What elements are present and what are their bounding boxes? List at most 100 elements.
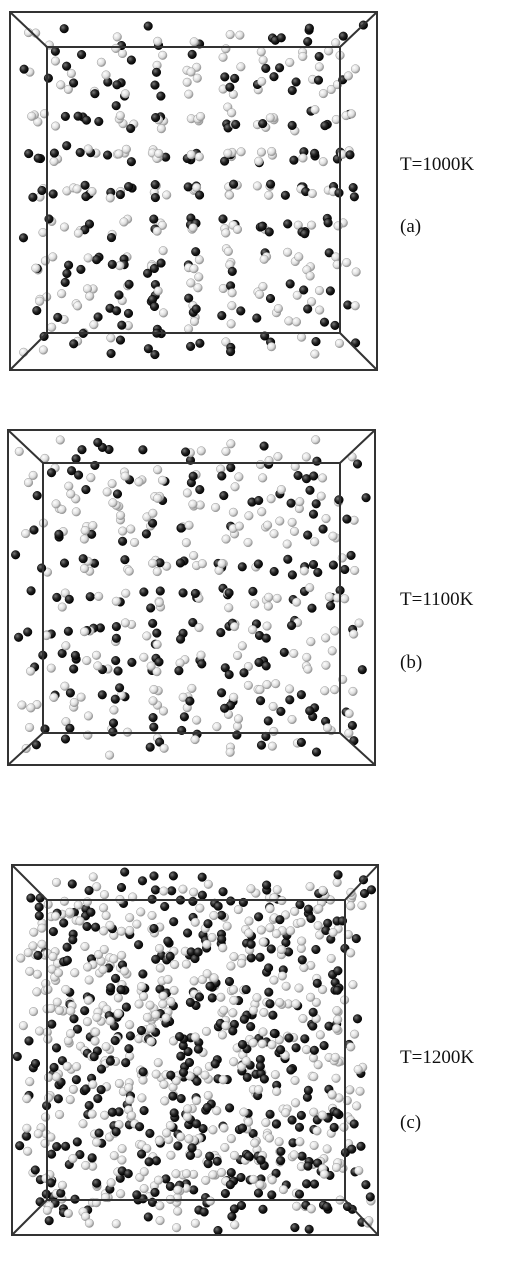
atom [49,190,58,199]
atom [77,50,86,59]
atom [60,24,69,33]
atom [121,472,130,481]
box-edge [340,12,377,47]
atom [102,71,111,80]
atom [290,649,299,658]
atom [256,696,265,705]
atom [214,1226,223,1235]
atom [149,713,158,722]
atom [245,512,254,521]
atom [352,934,361,943]
atom [113,33,122,42]
atom [339,32,348,41]
atom [233,731,242,740]
atom [344,72,353,81]
atom [254,913,263,922]
atom [87,473,96,482]
panel-atoms [13,868,376,1235]
atom [92,651,101,660]
atom [198,873,207,882]
atom [62,141,71,150]
atom [208,994,217,1003]
atom [306,882,315,891]
atom [142,530,151,539]
atom [185,1135,194,1144]
atom [57,289,66,298]
atom [83,963,92,972]
atom [107,1179,116,1188]
atom [113,81,122,90]
atom [201,1071,210,1080]
atom [244,538,253,547]
atom [331,39,340,48]
atom [91,89,100,98]
atom [288,715,297,724]
atom [81,181,90,190]
atom [349,687,358,696]
atom [304,665,313,674]
atom [94,662,103,671]
atom [257,1156,266,1165]
panel-label: (c) [400,1112,421,1133]
atom [148,911,157,920]
atom [32,264,41,273]
atom [189,500,198,509]
atom [89,873,98,882]
atom [270,1029,279,1038]
atom [179,885,188,894]
atom [280,648,289,657]
atom [127,157,136,166]
atom [285,685,294,694]
atom [76,148,85,157]
atom [294,471,303,480]
atom [67,69,76,78]
atom [302,1180,311,1189]
atom [167,997,176,1006]
atom [182,538,191,547]
atom [310,1108,319,1117]
atom [342,258,351,267]
atom [318,1111,327,1120]
atom [192,305,201,314]
atom [315,52,324,61]
atom [175,666,184,675]
atom [186,342,195,351]
atom [283,248,292,257]
atom [286,927,295,936]
atom [192,716,201,725]
atom [314,568,323,577]
atom [196,112,205,121]
atom [302,1045,311,1054]
atom [35,903,44,912]
atom [54,313,63,322]
atom [61,112,70,121]
atom [285,1034,294,1043]
atom [284,555,293,564]
atom [312,500,321,509]
atom [267,147,276,156]
atom [251,1139,260,1148]
atom [148,619,157,628]
atom [121,619,130,628]
atom [186,998,195,1007]
atom [319,886,328,895]
atom [333,1109,342,1118]
atom [29,193,38,202]
atom [154,1176,163,1185]
atom [121,555,130,564]
atom [44,900,53,909]
atom [140,1106,149,1115]
atom [296,1138,305,1147]
atom [255,290,264,299]
atom [66,724,75,733]
atom [94,438,103,447]
atom [300,229,309,238]
atom [272,1087,281,1096]
atom [345,729,354,738]
atom [139,1068,148,1077]
atom [39,346,48,355]
atom [355,1166,364,1175]
atom [340,595,349,604]
atom [217,1168,226,1177]
atom [72,508,81,517]
